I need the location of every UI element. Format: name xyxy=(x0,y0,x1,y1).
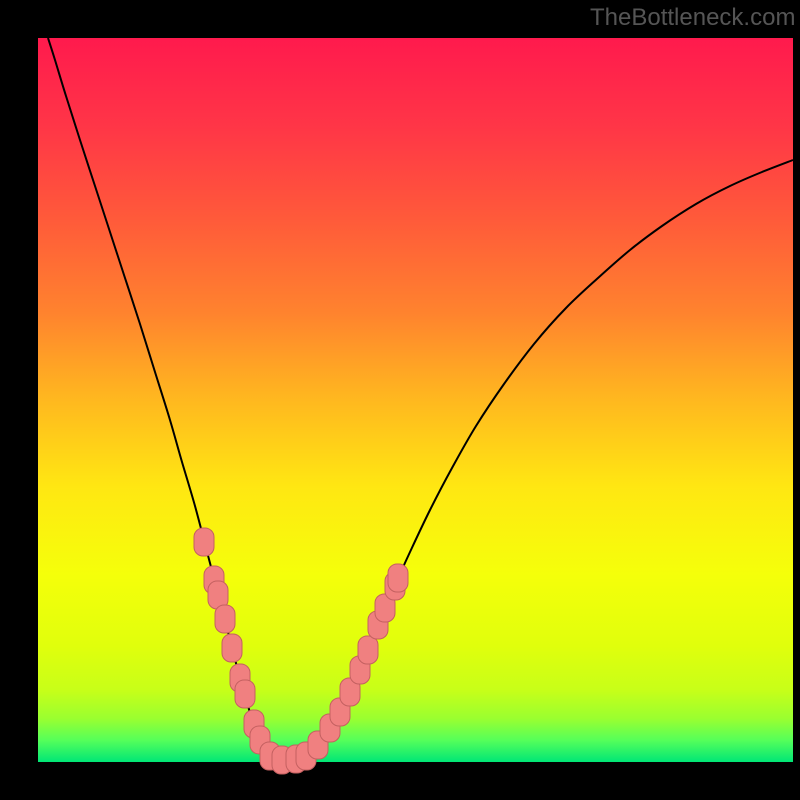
data-marker xyxy=(222,634,242,662)
data-marker xyxy=(358,636,378,664)
data-marker xyxy=(235,680,255,708)
data-markers xyxy=(0,0,800,800)
data-marker xyxy=(388,564,408,592)
chart-canvas: TheBottleneck.com xyxy=(0,0,800,800)
watermark-text: TheBottleneck.com xyxy=(590,4,795,32)
data-marker xyxy=(194,528,214,556)
data-marker xyxy=(215,605,235,633)
